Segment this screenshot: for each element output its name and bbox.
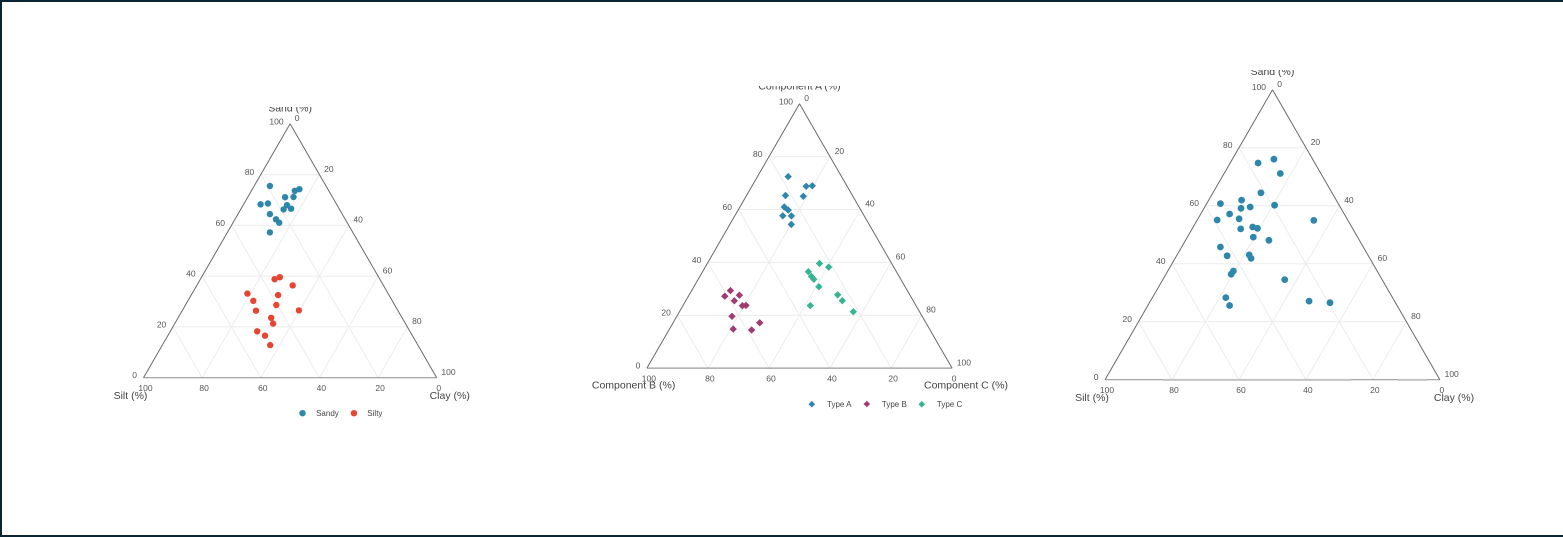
svg-text:Sandy: Sandy bbox=[316, 409, 339, 418]
svg-text:80: 80 bbox=[753, 149, 763, 159]
svg-text:20: 20 bbox=[1311, 137, 1321, 147]
svg-text:40: 40 bbox=[186, 269, 196, 279]
svg-text:80: 80 bbox=[245, 167, 255, 177]
svg-text:80: 80 bbox=[1411, 311, 1421, 321]
svg-text:80: 80 bbox=[199, 383, 209, 393]
svg-text:100: 100 bbox=[779, 96, 793, 106]
svg-text:Sand (%): Sand (%) bbox=[1251, 70, 1295, 78]
svg-text:0: 0 bbox=[1277, 79, 1282, 89]
svg-text:100: 100 bbox=[269, 116, 283, 126]
svg-text:Silty: Silty bbox=[367, 409, 382, 418]
svg-text:100: 100 bbox=[1100, 385, 1114, 395]
svg-text:80: 80 bbox=[705, 373, 715, 383]
svg-text:Clay (%): Clay (%) bbox=[1434, 392, 1474, 404]
svg-text:0: 0 bbox=[1094, 372, 1099, 382]
svg-text:80: 80 bbox=[1169, 385, 1179, 395]
svg-text:40: 40 bbox=[317, 383, 327, 393]
svg-text:Component A (%): Component A (%) bbox=[758, 86, 840, 93]
svg-text:100: 100 bbox=[138, 383, 152, 393]
svg-text:40: 40 bbox=[353, 215, 363, 225]
svg-text:Type A: Type A bbox=[827, 400, 852, 409]
svg-text:60: 60 bbox=[1378, 253, 1388, 263]
svg-text:Type C: Type C bbox=[937, 400, 963, 409]
svg-text:20: 20 bbox=[1123, 314, 1133, 324]
svg-text:0: 0 bbox=[1440, 385, 1445, 395]
svg-text:Component C (%): Component C (%) bbox=[924, 380, 1008, 392]
svg-text:40: 40 bbox=[692, 255, 702, 265]
svg-text:100: 100 bbox=[642, 373, 656, 383]
svg-text:60: 60 bbox=[383, 265, 393, 275]
svg-text:20: 20 bbox=[375, 383, 385, 393]
svg-text:60: 60 bbox=[216, 218, 226, 228]
svg-text:60: 60 bbox=[258, 383, 268, 393]
svg-text:0: 0 bbox=[132, 370, 137, 380]
svg-text:Silt (%): Silt (%) bbox=[1075, 392, 1109, 404]
svg-text:40: 40 bbox=[1156, 256, 1166, 266]
svg-text:Component B (%): Component B (%) bbox=[592, 380, 675, 392]
svg-text:20: 20 bbox=[835, 146, 845, 156]
svg-text:60: 60 bbox=[1236, 385, 1246, 395]
svg-text:0: 0 bbox=[295, 113, 300, 123]
svg-text:0: 0 bbox=[636, 361, 641, 371]
svg-text:20: 20 bbox=[157, 319, 167, 329]
svg-text:Clay (%): Clay (%) bbox=[430, 390, 470, 402]
svg-text:0: 0 bbox=[436, 383, 441, 393]
svg-text:20: 20 bbox=[1370, 385, 1380, 395]
svg-text:100: 100 bbox=[957, 357, 971, 367]
svg-text:100: 100 bbox=[1252, 82, 1266, 92]
svg-text:20: 20 bbox=[661, 308, 671, 318]
svg-text:100: 100 bbox=[1445, 369, 1459, 379]
svg-text:20: 20 bbox=[324, 164, 334, 174]
svg-text:40: 40 bbox=[1303, 385, 1313, 395]
svg-text:40: 40 bbox=[1344, 195, 1354, 205]
svg-text:80: 80 bbox=[926, 304, 936, 314]
svg-text:80: 80 bbox=[412, 316, 422, 326]
svg-text:40: 40 bbox=[865, 199, 875, 209]
svg-text:Type B: Type B bbox=[882, 400, 907, 409]
svg-text:60: 60 bbox=[1190, 198, 1200, 208]
svg-text:Silt (%): Silt (%) bbox=[114, 390, 148, 402]
svg-text:20: 20 bbox=[888, 373, 898, 383]
svg-text:Sand (%): Sand (%) bbox=[268, 107, 312, 115]
svg-text:60: 60 bbox=[723, 202, 733, 212]
svg-text:0: 0 bbox=[952, 373, 957, 383]
svg-text:60: 60 bbox=[896, 252, 906, 262]
svg-text:80: 80 bbox=[1223, 140, 1233, 150]
svg-text:100: 100 bbox=[441, 367, 455, 377]
svg-text:40: 40 bbox=[827, 373, 837, 383]
svg-text:60: 60 bbox=[766, 373, 776, 383]
svg-text:0: 0 bbox=[804, 93, 809, 103]
